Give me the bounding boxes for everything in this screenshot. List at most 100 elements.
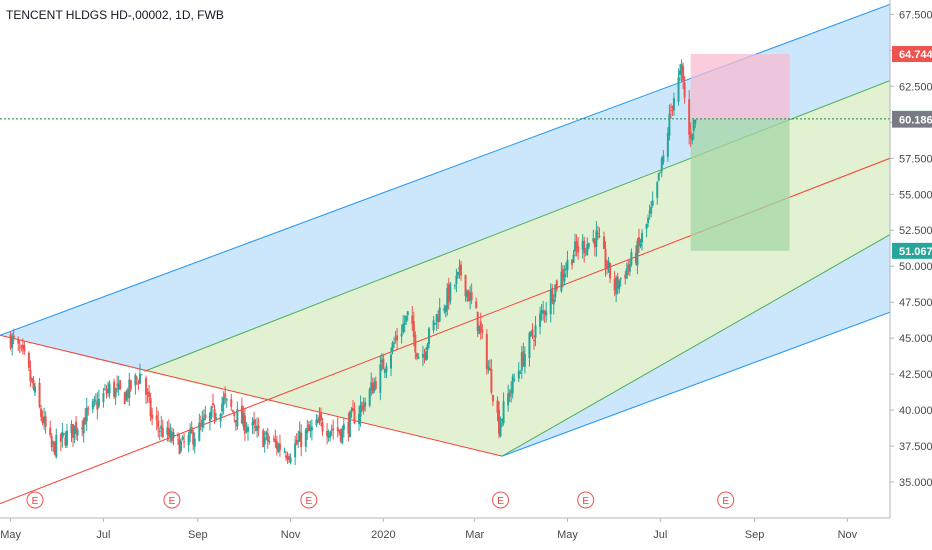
candle-body [166, 427, 169, 435]
candle-body [689, 131, 692, 139]
candle-body [466, 290, 469, 298]
earnings-marker-label: E [722, 496, 729, 507]
candle-body [595, 230, 598, 247]
candle-body [668, 113, 671, 136]
candle-body [263, 437, 266, 445]
candle-body [677, 77, 680, 102]
candle-body [502, 401, 505, 424]
candle-body [277, 444, 280, 452]
candle-body [671, 106, 674, 108]
time-axis-label: Sep [745, 529, 765, 541]
earnings-marker [26, 491, 44, 509]
candle-body [564, 268, 567, 271]
candle-body [102, 393, 105, 403]
candle-body [529, 331, 532, 333]
candle-body [300, 432, 303, 448]
candle-body [341, 428, 344, 444]
candle-body [618, 280, 621, 290]
candle-body [637, 237, 640, 244]
candle-body [485, 333, 488, 370]
candle-body [140, 374, 143, 376]
candle-body [297, 439, 300, 443]
candle-body [476, 311, 479, 332]
candle-body [70, 423, 73, 434]
candle-body [198, 422, 201, 441]
candle-body [552, 298, 555, 305]
candle-body [129, 380, 132, 390]
candle-body [613, 279, 616, 291]
candle-body [327, 435, 330, 438]
candle-body [545, 310, 548, 316]
candle-body [149, 398, 152, 417]
candle-body [146, 392, 149, 395]
price-axis-label: 52.500 [899, 225, 932, 237]
candle-body [628, 264, 631, 272]
candle-body [190, 427, 193, 433]
candle-body [295, 440, 298, 445]
candle-body [543, 311, 546, 315]
candle-body [108, 383, 111, 394]
candle-body [385, 366, 388, 372]
candle-body [268, 440, 271, 443]
candle-body [586, 244, 589, 256]
candle-body [245, 430, 248, 432]
earnings-marker [577, 491, 595, 509]
candle-body [172, 431, 175, 439]
candle-body [117, 383, 120, 390]
candle-body [11, 335, 14, 348]
candle-body [467, 290, 470, 302]
candle-body [361, 402, 364, 404]
candle-body [348, 412, 351, 438]
time-axis-label: Nov [838, 529, 858, 541]
candle-body [534, 325, 537, 338]
candle-body [93, 399, 96, 401]
candle-body [310, 426, 313, 431]
candle-body [155, 415, 158, 421]
candle-body [306, 428, 309, 434]
candle-body [135, 378, 138, 380]
candle-body [307, 424, 310, 431]
earnings-marker-label: E [582, 496, 589, 507]
candle-body [606, 267, 609, 270]
candle-body [531, 329, 534, 337]
candle-body [204, 414, 207, 419]
candle-body [400, 333, 403, 337]
candle-body [9, 334, 12, 349]
time-axis [0, 518, 932, 550]
time-axis-label: May [557, 529, 578, 541]
candle-body [134, 374, 137, 386]
candle-body [641, 233, 644, 243]
candle-body [94, 400, 97, 402]
candle-body [648, 210, 651, 214]
candle-body [359, 404, 362, 417]
candle-body [222, 397, 225, 405]
candle-body [262, 430, 265, 447]
candle-body [183, 441, 186, 443]
candle-body [320, 413, 323, 421]
candle-body [391, 342, 394, 352]
candle-body [326, 430, 329, 436]
candle-body [210, 406, 213, 417]
candle-body [616, 276, 619, 288]
chart-title: TENCENT HLDGS HD-,00002, 1D, FWB [6, 8, 224, 22]
candle-body [455, 275, 458, 285]
candle-body [27, 352, 30, 369]
candle-body [517, 370, 520, 379]
candle-body [411, 315, 414, 325]
candle-body [469, 293, 472, 301]
candle-body [43, 416, 46, 424]
candle-body [379, 364, 382, 393]
candle-body [434, 322, 437, 324]
candle-body [487, 366, 490, 369]
candle-body [583, 240, 586, 254]
candle-body [625, 268, 628, 279]
candle-body [353, 409, 356, 424]
candle-body [358, 413, 361, 425]
candle-body [105, 391, 108, 394]
candle-body [394, 339, 397, 341]
candle-body [577, 246, 580, 253]
candle-body [125, 391, 128, 401]
candle-body [672, 98, 675, 111]
candle-body [435, 314, 438, 322]
